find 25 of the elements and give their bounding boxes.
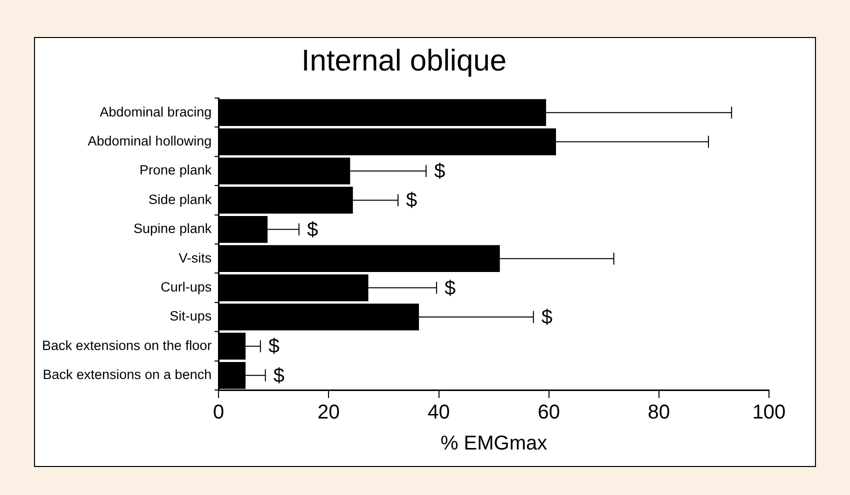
y-tick-label: V-sits xyxy=(178,250,212,266)
annotation: $ xyxy=(268,336,280,358)
y-tick-label: Abdominal hollowing xyxy=(88,134,212,149)
x-tick-label: 20 xyxy=(318,402,340,424)
annotation: $ xyxy=(444,277,456,300)
x-tick-label: 0 xyxy=(213,402,224,424)
y-tick-label: Back extensions on a bench xyxy=(42,367,212,382)
annotation: $ xyxy=(306,218,318,241)
x-tick-label: 40 xyxy=(428,402,450,424)
chart-title: Internal oblique xyxy=(301,44,507,78)
y-tick-label: Back extensions on the floor xyxy=(42,338,212,353)
x-tick-label: 80 xyxy=(648,402,670,424)
annotation: $ xyxy=(273,364,285,387)
x-tick-label: 60 xyxy=(538,402,560,424)
y-tick-label: Supine plank xyxy=(134,221,212,236)
annotation: $ xyxy=(406,190,418,212)
annotation: $ xyxy=(434,160,446,183)
y-tick-label: Abdominal bracing xyxy=(100,104,212,120)
y-tick-label: Side plank xyxy=(148,192,212,207)
annotation: $ xyxy=(541,306,553,329)
x-tick-label: 100 xyxy=(752,402,786,424)
y-tick-label: Curl-ups xyxy=(160,280,212,295)
y-tick-label: Sit-ups xyxy=(170,308,212,324)
y-tick-label: Prone plank xyxy=(140,162,212,178)
x-axis-title: % EMGmax xyxy=(440,432,548,455)
